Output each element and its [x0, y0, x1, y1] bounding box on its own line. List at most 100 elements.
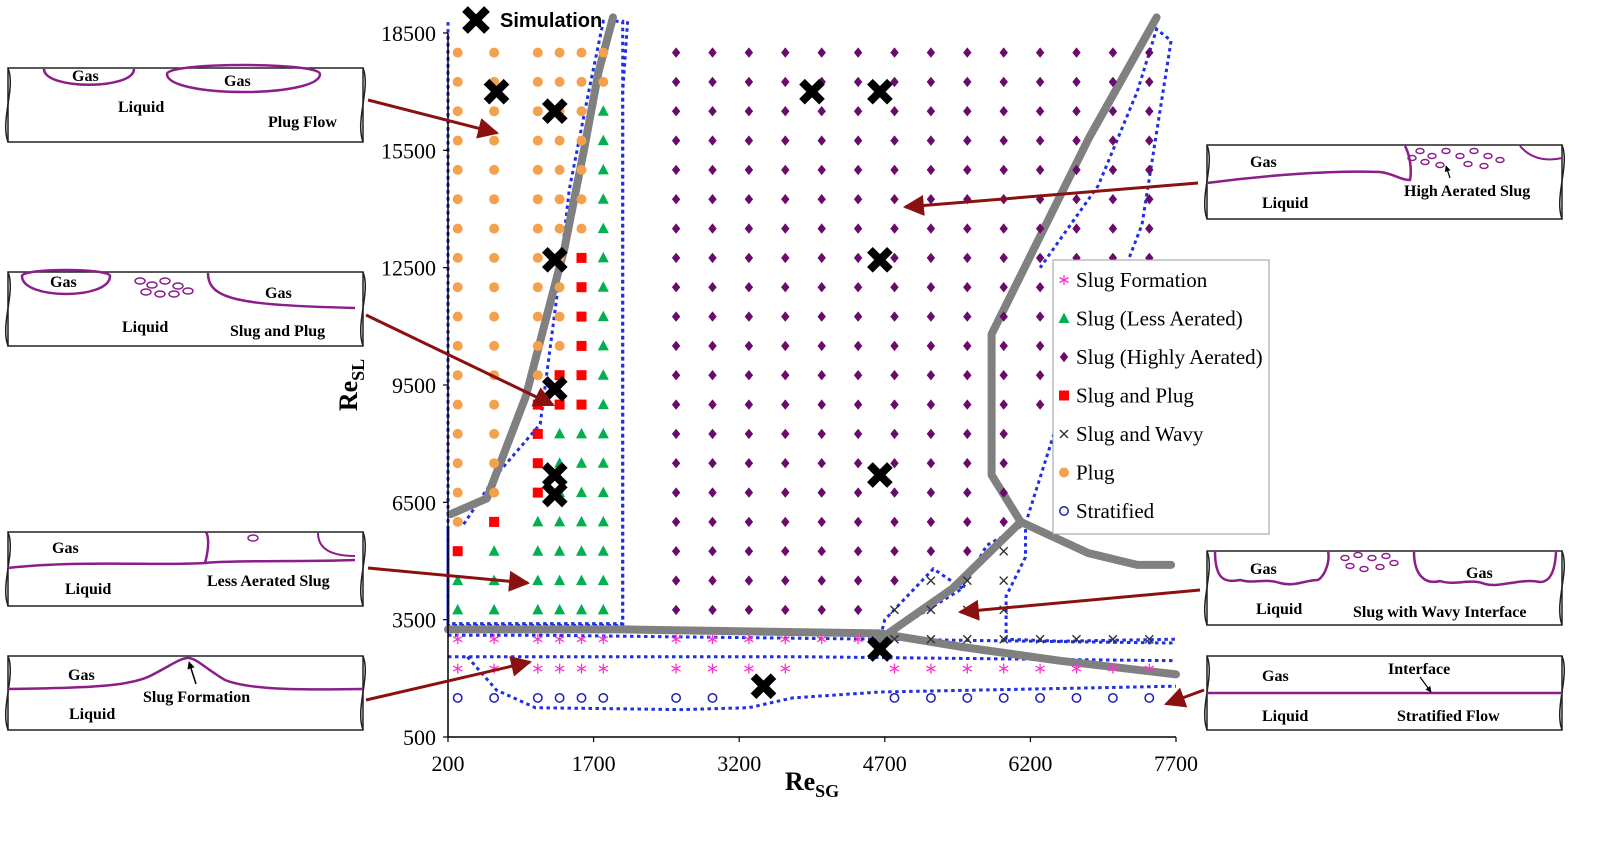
point-slug_highly-360: [999, 76, 1008, 88]
point-slug_wavy-295: [926, 634, 936, 644]
point-slug_highly-176: [708, 252, 717, 264]
point-slug_formation-249: [853, 634, 863, 645]
point-plug-37: [489, 282, 500, 293]
boundary-4: [1016, 517, 1176, 569]
point-stratified-270: [889, 692, 900, 703]
point-slug_highly-146: [671, 458, 681, 469]
point-slug_highly-194: [744, 370, 754, 381]
point-slug_highly-375: [1035, 106, 1045, 117]
point-slug_formation-2: [452, 634, 463, 645]
point-slug_highly-322: [963, 516, 972, 528]
regime-boundaries: [444, 13, 1180, 679]
legend-label-slug_plug: Slug and Plug: [1076, 384, 1194, 408]
point-slug_less-122: [597, 486, 609, 498]
point-plug-114: [576, 47, 587, 58]
point-slug_highly-279: [890, 428, 899, 440]
point-slug_formation-47: [532, 663, 543, 674]
region-1: [446, 19, 625, 626]
point-slug_less-78: [554, 427, 566, 439]
point-plug-63: [532, 194, 543, 205]
point-slug_highly-224: [781, 135, 790, 146]
point-slug_formation-228: [816, 634, 827, 645]
point-slug_highly-205: [744, 47, 754, 58]
point-slug_highly-287: [890, 194, 899, 205]
point-slug_highly-358: [999, 135, 1008, 146]
point-slug_highly-236: [817, 399, 826, 410]
point-plug-88: [554, 135, 565, 146]
point-plug-110: [576, 164, 587, 175]
point-slug_highly-359: [999, 106, 1008, 117]
point-slug_less-118: [597, 603, 609, 615]
point-slug_highly-259: [853, 340, 863, 352]
point-slug_highly-208: [781, 604, 790, 616]
point-slug_less-52: [532, 515, 544, 527]
point-slug_highly-192: [744, 428, 754, 440]
x-tick-label-1: 1700: [572, 751, 616, 776]
point-slug_formation-392: [1108, 663, 1118, 674]
point-slug_highly-278: [890, 458, 899, 469]
point-slug_highly-245: [817, 135, 826, 146]
point-slug_highly-153: [671, 252, 681, 264]
point-slug_less-98: [576, 515, 587, 527]
point-slug_less-51: [532, 545, 544, 556]
point-plug-109: [576, 194, 587, 205]
sketch-wavy: Gas Gas Liquid Slug with Wavy Interface: [1203, 550, 1566, 626]
point-slug_highly-330: [963, 282, 972, 293]
point-slug_formation-185: [744, 634, 754, 645]
legend-marker-slug_formation: [1059, 275, 1069, 285]
point-slug_less-26: [488, 603, 500, 615]
region-5: [879, 521, 1177, 643]
point-slug_highly-281: [890, 370, 899, 381]
point-slug_highly-352: [999, 311, 1008, 322]
point-slug_highly-329: [963, 311, 972, 322]
point-slug_formation-317: [962, 663, 973, 674]
point-slug_formation-184: [744, 663, 754, 674]
point-slug_less-125: [597, 398, 609, 410]
point-slug_less-73: [554, 574, 566, 586]
point-plug-91: [554, 47, 565, 58]
point-slug_highly-371: [1035, 223, 1045, 234]
point-slug_highly-410: [1145, 223, 1154, 234]
point-slug_less-119: [597, 574, 609, 586]
arrow-slug-formation: [365, 656, 533, 702]
point-slug_less-132: [597, 193, 609, 204]
point-slug_less-134: [597, 134, 609, 146]
point-slug_wavy-364: [1035, 634, 1045, 644]
legend-marker-slug_wavy: [1059, 429, 1069, 439]
point-slug_highly-154: [671, 223, 681, 234]
legend-label-stratified: Stratified: [1076, 499, 1155, 523]
point-slug_highly-187: [744, 575, 754, 586]
point-plug-32: [489, 428, 500, 439]
point-plug-113: [576, 76, 587, 87]
sketch-slug-plug-label-3: Slug and Plug: [230, 323, 325, 340]
point-slug_less-123: [597, 457, 609, 468]
point-slug_highly-304: [926, 370, 936, 381]
point-slug_highly-237: [817, 370, 826, 381]
point-slug_highly-357: [999, 164, 1008, 176]
simulation-point-11: [867, 636, 893, 662]
point-slug_highly-155: [671, 194, 681, 205]
point-slug_highly-312: [926, 135, 936, 146]
simulation-point-7: [541, 462, 568, 488]
x-axis-label: ReSG: [785, 767, 839, 801]
simulation-point-10: [750, 673, 777, 700]
point-plug-8: [452, 458, 463, 469]
point-plug-86: [554, 194, 565, 205]
y-tick-label-6: 18500: [381, 21, 436, 46]
point-slug_highly-165: [708, 575, 717, 586]
point-slug_highly-141: [671, 604, 681, 616]
pipe-sketches: Gas Gas Liquid Plug Flow Gas Gas Liquid …: [4, 63, 1566, 731]
point-slug_highly-166: [708, 546, 717, 557]
x-tick-label-5: 7700: [1154, 751, 1198, 776]
arrow-wavy: [957, 588, 1201, 621]
point-slug_highly-168: [708, 487, 717, 498]
point-slug_highly-282: [890, 340, 899, 352]
point-plug-36: [489, 311, 500, 322]
point-slug_highly-401: [1108, 106, 1118, 117]
point-slug_highly-191: [744, 458, 754, 469]
point-slug_highly-377: [1035, 47, 1045, 58]
point-slug_highly-288: [890, 164, 899, 176]
point-stratified-404: [1144, 692, 1155, 703]
point-slug_highly-243: [817, 194, 826, 205]
point-slug_highly-254: [853, 487, 863, 498]
